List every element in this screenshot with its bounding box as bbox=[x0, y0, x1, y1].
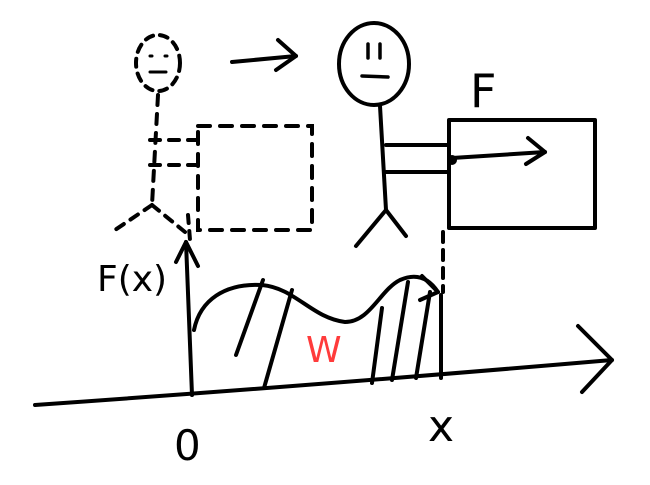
force-curve bbox=[192, 274, 440, 332]
person bbox=[337, 21, 450, 248]
ghost-person bbox=[113, 33, 200, 234]
work-area-hatching bbox=[234, 278, 432, 390]
motion-arrow bbox=[230, 38, 298, 72]
ghost-box bbox=[196, 124, 314, 232]
work-label: W bbox=[306, 330, 342, 371]
force-label: F bbox=[470, 64, 497, 118]
pushed-box bbox=[447, 118, 597, 230]
origin-label: 0 bbox=[174, 421, 201, 470]
origin-drop-line bbox=[186, 213, 192, 242]
force-curve-arrowhead bbox=[418, 274, 440, 302]
position-label: x bbox=[428, 401, 455, 452]
y-axis bbox=[174, 240, 200, 397]
force-function-label: F(x) bbox=[97, 259, 168, 300]
x-axis bbox=[33, 324, 614, 407]
